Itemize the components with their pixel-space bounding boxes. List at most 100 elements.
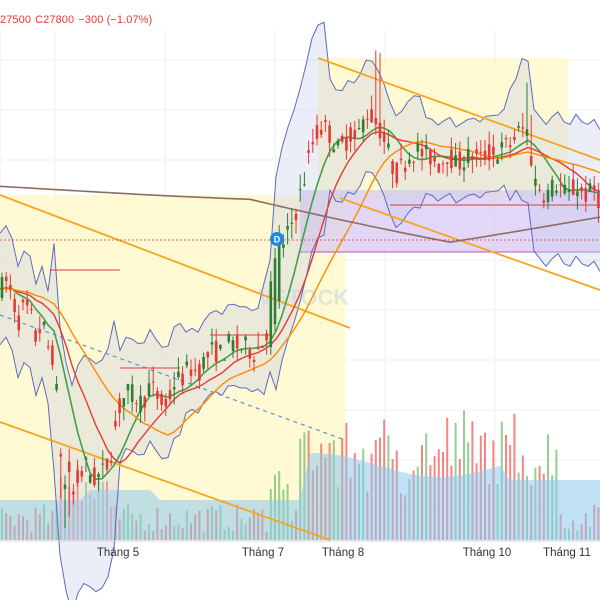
candle-body bbox=[521, 127, 525, 129]
candle bbox=[395, 161, 399, 188]
candle-body bbox=[122, 398, 126, 407]
candle bbox=[227, 331, 231, 344]
price-levels bbox=[0, 204, 600, 369]
candle bbox=[223, 358, 226, 361]
candle bbox=[219, 344, 222, 351]
candle-body bbox=[55, 384, 58, 390]
candle bbox=[172, 371, 176, 405]
candle bbox=[198, 359, 201, 390]
candle-body bbox=[273, 258, 277, 325]
candle-body bbox=[185, 361, 189, 366]
candle bbox=[504, 134, 508, 148]
candle-body bbox=[500, 142, 504, 148]
candle bbox=[328, 120, 331, 157]
event-marker-circle[interactable] bbox=[270, 232, 284, 246]
volume-layer bbox=[0, 410, 600, 540]
candle-body bbox=[324, 120, 327, 122]
candle-body bbox=[445, 162, 449, 164]
candle bbox=[0, 272, 4, 302]
candle-body bbox=[97, 474, 100, 478]
channel-upper-right bbox=[317, 57, 600, 161]
candle bbox=[63, 475, 67, 529]
candle bbox=[399, 144, 403, 165]
candle-body bbox=[454, 155, 457, 167]
candle-body bbox=[576, 191, 579, 197]
candle bbox=[475, 141, 478, 167]
volume-average-area bbox=[0, 453, 600, 540]
candle-body bbox=[496, 159, 499, 164]
channel-upper-left bbox=[0, 194, 351, 329]
candle-body bbox=[555, 190, 558, 193]
candle-body bbox=[46, 346, 50, 348]
candle-body bbox=[345, 136, 348, 151]
candle bbox=[139, 384, 142, 423]
candle bbox=[500, 132, 504, 161]
candle bbox=[349, 122, 352, 153]
candle-body bbox=[219, 344, 222, 349]
event-marker[interactable]: D bbox=[270, 232, 284, 246]
candle bbox=[374, 50, 378, 135]
candle bbox=[298, 174, 302, 202]
candle-body bbox=[143, 396, 147, 408]
candle bbox=[534, 165, 537, 196]
candle-body bbox=[387, 143, 390, 148]
candle-body bbox=[206, 352, 210, 358]
candle-body bbox=[546, 189, 550, 203]
candle bbox=[592, 175, 596, 201]
candle bbox=[248, 346, 252, 368]
candle bbox=[143, 395, 147, 422]
candle-body bbox=[38, 330, 42, 334]
candle bbox=[563, 174, 567, 196]
candle bbox=[546, 183, 550, 210]
ohlc-legend: 27500 C27800 −300 (−1.07%) bbox=[0, 14, 156, 26]
candle-body bbox=[471, 156, 474, 160]
candle bbox=[101, 450, 105, 478]
candle-body bbox=[357, 127, 361, 129]
candle bbox=[450, 137, 453, 173]
candle-body bbox=[563, 184, 567, 194]
candle-body bbox=[328, 125, 331, 143]
candle-body bbox=[332, 149, 336, 153]
candle-body bbox=[517, 126, 520, 128]
candle-body bbox=[147, 383, 151, 396]
candle bbox=[378, 52, 382, 147]
candle bbox=[303, 172, 306, 187]
candle-body bbox=[571, 179, 575, 195]
candle bbox=[185, 354, 189, 369]
candle bbox=[424, 134, 428, 159]
candle-body bbox=[336, 140, 340, 146]
moving-averages bbox=[0, 126, 600, 481]
candle-body bbox=[584, 188, 588, 202]
candle bbox=[391, 159, 394, 189]
candle bbox=[416, 132, 420, 160]
candle bbox=[454, 142, 457, 167]
candle bbox=[597, 182, 600, 223]
candle-body bbox=[361, 119, 365, 133]
candle bbox=[273, 248, 277, 332]
event-marker-label: D bbox=[274, 235, 281, 245]
candle-body bbox=[130, 384, 134, 403]
candle-body bbox=[403, 167, 407, 172]
candle-body bbox=[17, 315, 21, 331]
candle-body bbox=[177, 371, 180, 377]
candle bbox=[479, 140, 483, 167]
candle-body bbox=[164, 399, 168, 407]
candle bbox=[214, 329, 218, 372]
candle-body bbox=[139, 395, 142, 412]
channel-lower-right bbox=[339, 197, 600, 291]
candle-body bbox=[198, 364, 201, 381]
candle-body bbox=[252, 359, 256, 363]
candle-body bbox=[189, 369, 193, 376]
candle-body bbox=[76, 470, 79, 483]
candle-body bbox=[30, 308, 33, 310]
candle bbox=[51, 339, 54, 371]
candle bbox=[433, 148, 436, 168]
candle bbox=[13, 293, 16, 323]
bollinger-upper bbox=[0, 21, 600, 388]
candle bbox=[458, 141, 462, 176]
candle-body bbox=[294, 213, 298, 221]
candle bbox=[508, 137, 512, 159]
candle bbox=[294, 208, 298, 234]
